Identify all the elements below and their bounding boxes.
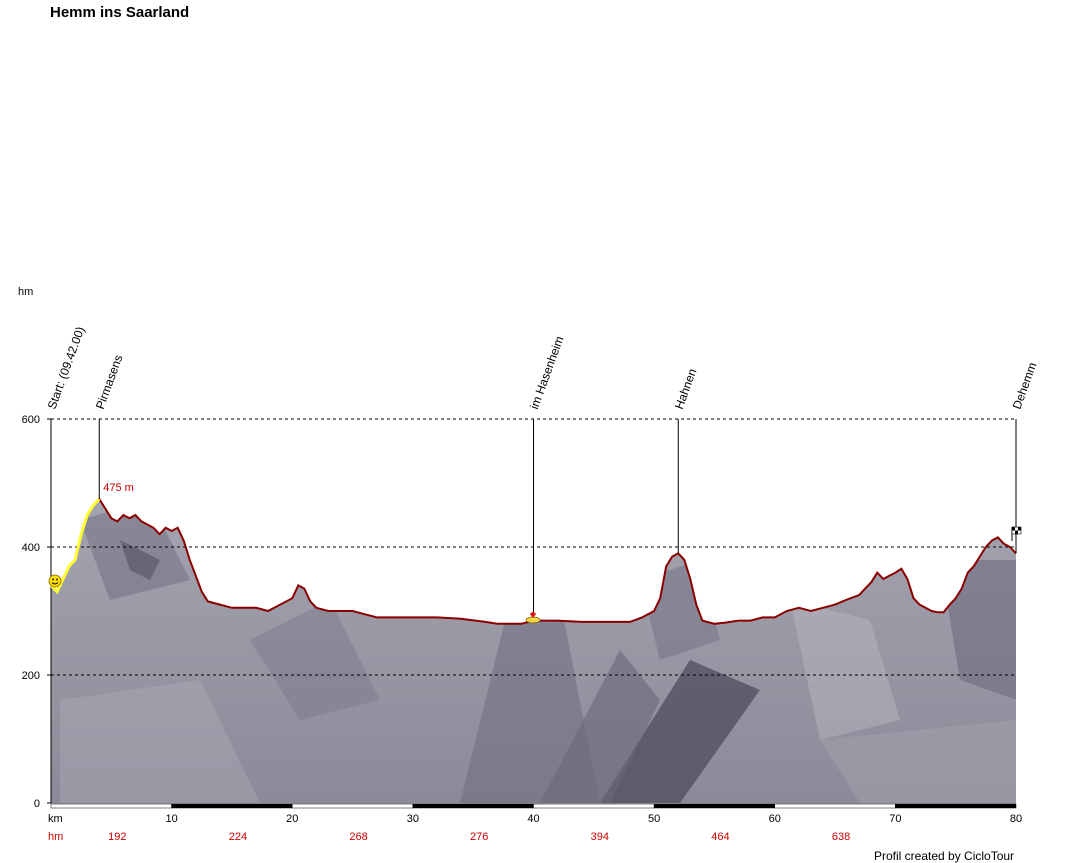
y-axis-unit-label: hm [18,286,33,298]
x-tick-label: 60 [769,813,781,825]
climb-value: 464 [711,831,729,843]
start-smiley-icon [48,574,62,588]
x-tick-label: 50 [648,813,660,825]
x-tick-label: 10 [166,813,178,825]
waypoint-label: Pirmasens [93,353,126,411]
climb-value: 394 [591,831,609,843]
km-scale-segment [412,803,534,809]
km-scale-segment [292,803,414,809]
x-tick-label: 70 [889,813,901,825]
km-scale-segment [533,803,655,809]
terrain-shade [250,600,380,720]
waypoint-label: Hahnen [672,367,700,411]
y-tick-label: 0 [34,798,40,810]
y-tick-label: 200 [22,670,40,682]
y-tick-labels: 0 200 400 600 [22,414,51,810]
terrain-shade [540,650,660,803]
rest-stop-icon [525,612,541,624]
x-tick-label: 80 [1010,813,1022,825]
y-tick-label: 600 [22,414,40,426]
max-elevation-label: 475 m [103,482,134,494]
terrain-shade [460,560,600,803]
km-scale-segment [653,803,775,809]
climb-row: hm 192 224 268 276 394 464 638 [48,831,850,843]
climb-highlight-line [49,497,101,595]
climb-row-label: hm [48,831,63,843]
waypoint-label: Start: (09.42.00) [45,325,88,411]
terrain-shade [600,660,760,803]
x-tick-label: 40 [527,813,539,825]
km-row-label: km [48,813,63,825]
x-tick-label: 20 [286,813,298,825]
km-scale-segment [50,803,172,809]
km-scale-segment [895,803,1017,809]
km-scale-segment [774,803,896,809]
km-scale-segment [171,803,293,809]
climb-value: 638 [832,831,850,843]
profile-line [50,497,1017,625]
climb-value: 192 [108,831,126,843]
terrain-shade [940,560,1016,700]
finish-flag-icon [1011,526,1022,541]
waypoint-label: Dehemm [1010,360,1040,411]
climb-value: 224 [229,831,247,843]
climb-value: 276 [470,831,488,843]
x-tick-labels: km 10 20 30 40 50 60 70 80 [48,813,1022,825]
terrain-shade [120,540,160,580]
x-tick-label: 30 [407,813,419,825]
chart-title: Hemm ins Saarland [50,4,190,21]
terrain-shade [60,680,260,803]
terrain-shade [820,720,1016,803]
climb-value: 268 [349,831,367,843]
credit-text: Profil created by CicloTour [874,849,1015,863]
terrain-shade [790,600,900,740]
waypoint-label: im Hasenheim [527,334,566,411]
y-tick-label: 400 [22,542,40,554]
axes [50,419,1017,809]
